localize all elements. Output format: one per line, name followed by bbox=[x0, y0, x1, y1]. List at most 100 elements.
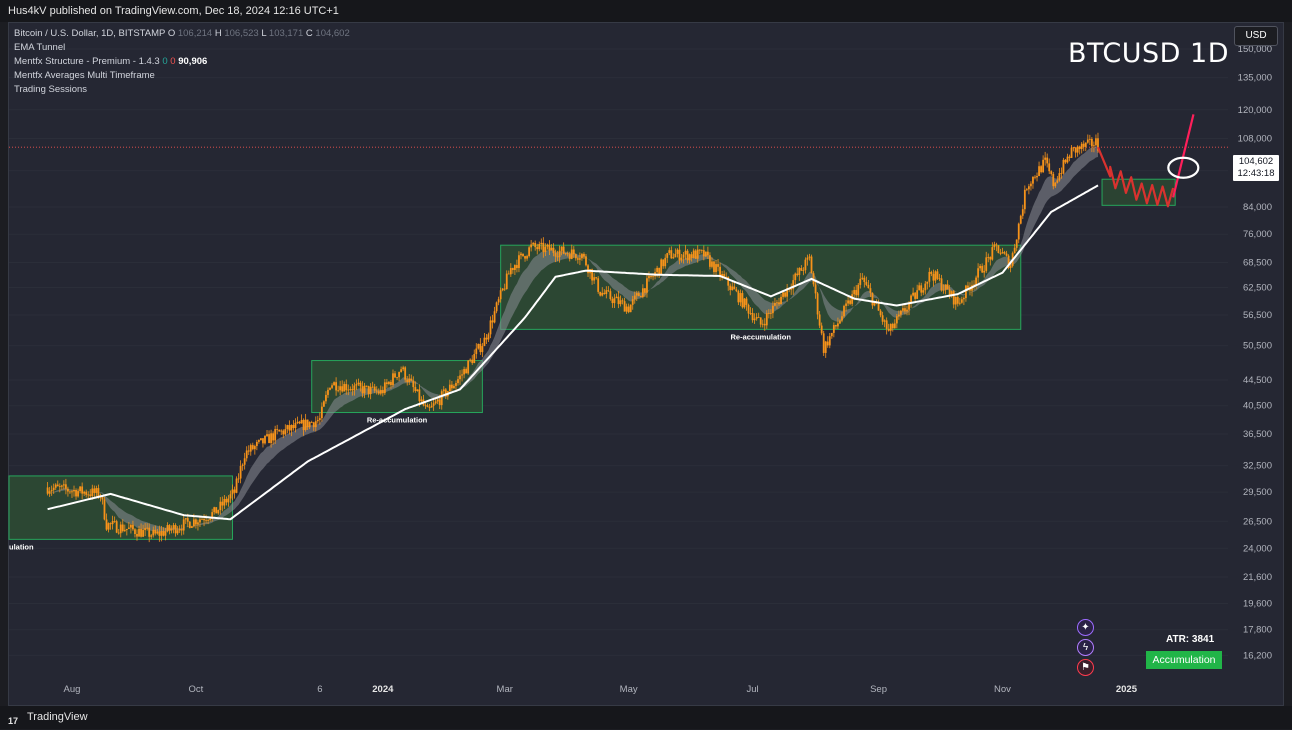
candle-body bbox=[672, 257, 675, 259]
candle-body bbox=[201, 518, 203, 520]
candle-body bbox=[1088, 138, 1091, 140]
chart-pane[interactable] bbox=[8, 22, 1284, 706]
candle-body bbox=[627, 306, 630, 313]
candle-body bbox=[562, 246, 565, 254]
us-flag-icon[interactable]: ⚑ bbox=[1077, 659, 1094, 676]
bar-countdown: 12:43:18 bbox=[1237, 168, 1275, 179]
low-value: 103,171 bbox=[268, 28, 304, 39]
candle-body bbox=[349, 389, 352, 390]
candle-body bbox=[670, 250, 673, 259]
candle-body bbox=[889, 323, 892, 331]
candle-body bbox=[367, 385, 370, 395]
candle-body bbox=[459, 375, 461, 380]
candle-body bbox=[111, 521, 114, 525]
candle-body bbox=[1032, 176, 1034, 184]
candle-body bbox=[828, 336, 831, 346]
candle-body bbox=[952, 291, 955, 305]
candle-body bbox=[522, 253, 524, 257]
candle-body bbox=[294, 422, 297, 429]
candle-body bbox=[977, 268, 980, 278]
candle-body bbox=[601, 292, 604, 296]
candle-body bbox=[503, 288, 506, 290]
candle-body bbox=[1066, 156, 1069, 163]
legend-indicator-mentfx-structure[interactable]: Mentfx Structure - Premium - 1.4.3 0 0 9… bbox=[14, 55, 350, 69]
legend-indicator-mentfx-averages[interactable]: Mentfx Averages Multi Timeframe bbox=[14, 69, 350, 83]
candle-body bbox=[820, 325, 823, 334]
price-tick-label: 24,000 bbox=[1243, 543, 1272, 554]
candle-body bbox=[190, 526, 193, 528]
candle-body bbox=[268, 434, 270, 444]
candle-body bbox=[355, 384, 358, 386]
time-tick-label: Jul bbox=[747, 684, 759, 695]
tradingview-brand[interactable]: TradingView bbox=[27, 711, 88, 723]
spark-icon[interactable]: ✦ bbox=[1077, 619, 1094, 636]
candle-body bbox=[475, 348, 478, 355]
candle-body bbox=[534, 242, 537, 248]
breakout-projection bbox=[1172, 114, 1195, 198]
candle-body bbox=[491, 320, 494, 323]
candle-body bbox=[926, 281, 929, 284]
candle-body bbox=[574, 254, 577, 259]
candle-body bbox=[804, 259, 807, 271]
range-label: ulation bbox=[9, 542, 34, 551]
candle-body bbox=[420, 399, 423, 402]
symbol-description: Bitcoin / U.S. Dollar, 1D, BITSTAMP bbox=[14, 28, 166, 39]
candle-body bbox=[467, 360, 470, 374]
candle-body bbox=[682, 254, 685, 258]
candle-body bbox=[554, 252, 557, 257]
price-tick-label: 135,000 bbox=[1238, 73, 1272, 84]
candle-body bbox=[1046, 157, 1049, 164]
lightning-icon[interactable]: ϟ bbox=[1077, 639, 1094, 656]
candle-body bbox=[548, 244, 551, 251]
candle-body bbox=[648, 275, 650, 279]
candle-body bbox=[1060, 173, 1063, 174]
range-label: Re-accumulation bbox=[367, 416, 428, 425]
candle-body bbox=[195, 519, 197, 525]
candle-body bbox=[702, 250, 705, 257]
candle-body bbox=[455, 383, 457, 386]
candle-body bbox=[121, 524, 124, 532]
candle-body bbox=[855, 290, 858, 296]
candle-body bbox=[1093, 145, 1095, 147]
candle-body bbox=[749, 312, 752, 314]
candle-body bbox=[603, 292, 606, 294]
candle-body bbox=[706, 251, 709, 256]
candle-body bbox=[260, 438, 262, 441]
candle-body bbox=[316, 420, 319, 422]
candle-body bbox=[902, 308, 904, 311]
candle-body bbox=[1034, 176, 1036, 178]
candle-body bbox=[154, 529, 157, 534]
price-tick-label: 56,500 bbox=[1243, 310, 1272, 321]
candle-body bbox=[578, 258, 581, 260]
price-tick-label: 50,500 bbox=[1243, 341, 1272, 352]
candle-body bbox=[497, 299, 500, 303]
close-value: 104,602 bbox=[315, 28, 350, 39]
candle-body bbox=[400, 369, 403, 373]
candle-body bbox=[152, 529, 155, 536]
candle-body bbox=[946, 284, 949, 290]
candle-body bbox=[897, 314, 900, 317]
candle-body bbox=[914, 292, 917, 299]
candle-body bbox=[611, 299, 614, 304]
candle-body bbox=[950, 291, 953, 296]
candle-body bbox=[725, 276, 728, 278]
legend-indicator-ema-tunnel[interactable]: EMA Tunnel bbox=[14, 41, 350, 55]
breakout-circle bbox=[1167, 156, 1200, 179]
candle-body bbox=[843, 305, 845, 317]
currency-button[interactable]: USD bbox=[1234, 26, 1278, 46]
candle-body bbox=[115, 521, 118, 533]
candle-body bbox=[885, 320, 888, 329]
projection-drawing bbox=[1096, 114, 1200, 208]
candle-body bbox=[796, 273, 799, 275]
ema-slow-line bbox=[47, 184, 1099, 521]
candle-body bbox=[292, 424, 295, 429]
candle-body bbox=[989, 257, 992, 260]
candle-body bbox=[1084, 142, 1087, 147]
candle-body bbox=[688, 254, 691, 261]
candle-body bbox=[751, 312, 754, 321]
candle-body bbox=[668, 250, 671, 254]
legend-indicator-trading-sessions[interactable]: Trading Sessions bbox=[14, 83, 350, 97]
candle-body bbox=[176, 530, 179, 534]
price-axis: 150,000135,000120,000108,00096,00084,000… bbox=[1238, 44, 1272, 661]
